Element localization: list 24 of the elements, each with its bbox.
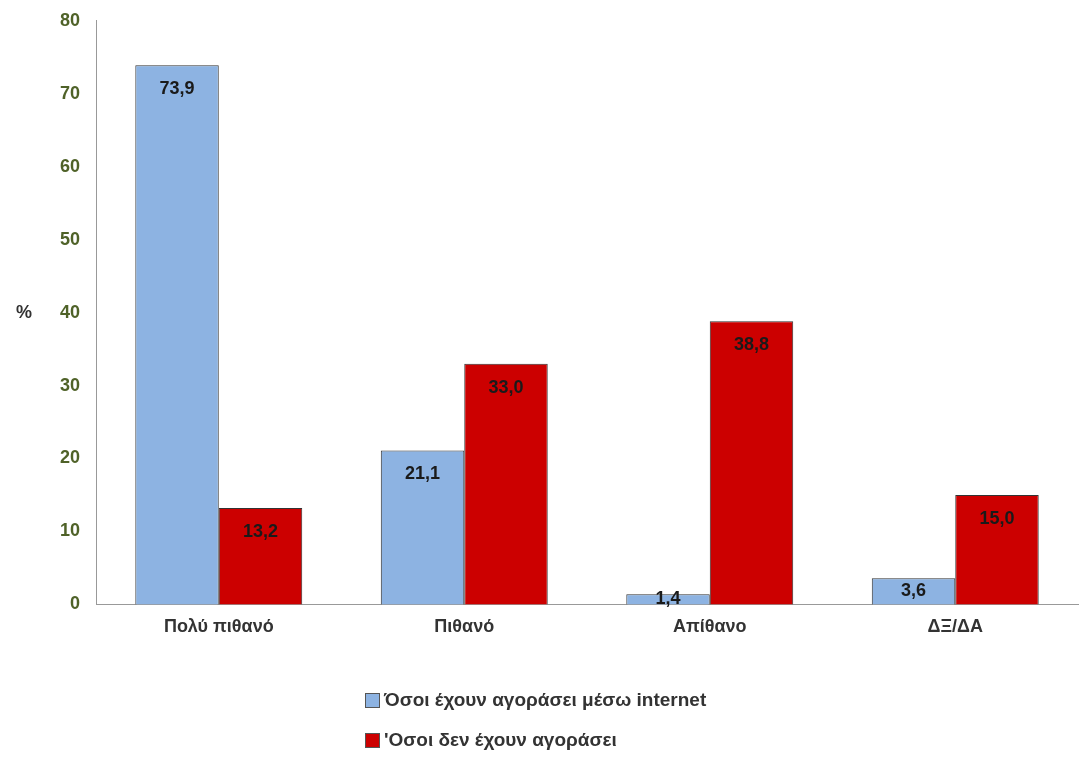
data-label: 21,1 [405, 463, 441, 484]
y-axis-title: % [15, 301, 33, 322]
y-tick-label: 60 [59, 155, 81, 176]
x-tick-label: Πιθανό [434, 616, 495, 637]
data-label: 1,4 [655, 588, 681, 609]
data-label: 73,9 [159, 78, 195, 99]
y-tick-label: 0 [70, 593, 81, 614]
y-tick-label: 20 [59, 447, 81, 468]
y-tick-label: 80 [59, 9, 81, 30]
x-tick-label: Απίθανο [672, 616, 747, 637]
data-label: 15,0 [979, 507, 1015, 528]
y-tick-label: 30 [59, 374, 81, 395]
data-label: 13,2 [242, 521, 279, 542]
data-label: 38,8 [733, 334, 770, 355]
legend-label: 'Οσοι δεν έχουν αγοράσει [384, 729, 617, 751]
y-tick-label: 40 [59, 301, 81, 322]
data-label: 3,6 [901, 580, 927, 601]
x-tick-label: ΔΞ/ΔΑ [927, 616, 983, 637]
y-tick-label: 50 [59, 228, 81, 249]
y-tick-label: 10 [59, 520, 81, 541]
legend-label: Όσοι έχουν αγοράσει μέσω internet [384, 689, 707, 711]
data-label: 33,0 [488, 376, 524, 397]
y-tick-label: 70 [59, 82, 81, 103]
x-tick-label: Πολύ πιθανό [163, 616, 274, 637]
